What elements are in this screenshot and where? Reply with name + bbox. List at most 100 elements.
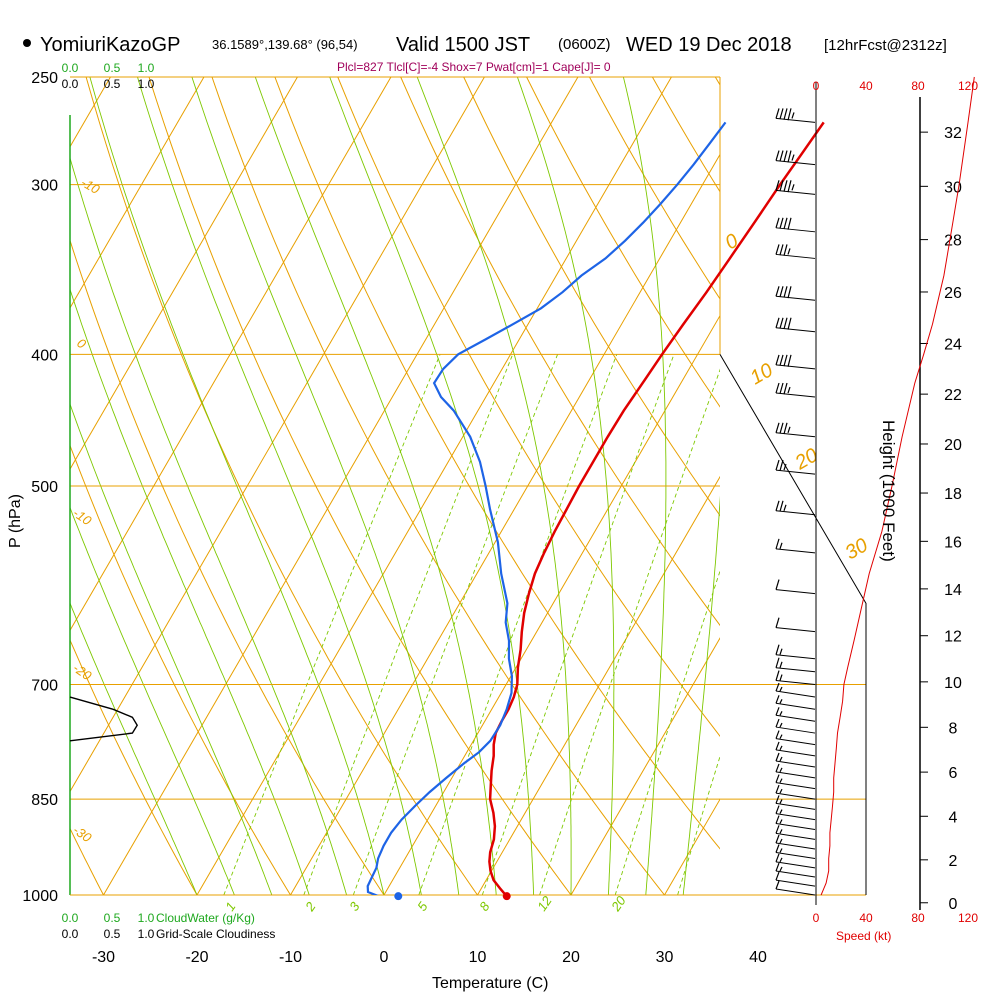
dry-adiabat-line	[266, 53, 782, 924]
wind-barb-flag	[784, 244, 787, 255]
wind-barb-staff	[776, 668, 815, 672]
wind-barb-staff	[776, 393, 815, 397]
wind-barb-flag	[784, 180, 787, 191]
wind-barb-staff	[776, 190, 815, 194]
wind-barb-half	[780, 699, 782, 703]
wind-barb-staff	[776, 880, 815, 886]
wind-barb-flag	[784, 355, 787, 366]
wind-barb-flag	[776, 501, 779, 511]
thermo-grid	[0, 53, 1000, 924]
moist-adiabat-line	[721, 77, 808, 895]
mixing-ratio-line	[353, 354, 557, 895]
pressure-tick-label: 1000	[22, 888, 58, 905]
cloud-top-green-tick: 0.0	[62, 61, 79, 75]
wind-barb-half	[780, 789, 782, 793]
wind-barb	[776, 318, 815, 332]
wind-barb-flag	[780, 501, 783, 512]
wind-barb	[776, 707, 815, 721]
mixing-ratio-label: 12	[534, 893, 555, 914]
wind-barb-flag	[780, 423, 783, 434]
dry-adiabat-label: -10	[79, 175, 103, 198]
temperature-tick-label: 30	[656, 949, 674, 966]
wind-barb-staff	[776, 824, 815, 830]
station-coords: 36.1589°,139.68° (96,54)	[212, 37, 358, 52]
wind-barb-flag	[776, 806, 779, 814]
wind-barb	[776, 108, 815, 122]
moist-adiabat-label: -10	[70, 505, 95, 529]
dry-adiabat-label: 20	[791, 444, 822, 475]
station-dot-icon	[23, 39, 31, 47]
speed-axis-label: Speed (kt)	[836, 929, 891, 943]
wind-barb	[776, 795, 815, 809]
profiles	[70, 122, 824, 900]
cloud-top-green-tick: 1.0	[138, 61, 155, 75]
wind-barb-flag	[776, 719, 779, 727]
wind-barb	[776, 423, 815, 437]
height-tick-label: 2	[949, 853, 958, 870]
wind-barb	[776, 383, 815, 397]
wind-barb-half	[780, 757, 782, 761]
pressure-tick-label: 700	[31, 678, 58, 695]
wind-barb-half	[788, 248, 790, 254]
y-axis-label: P (hPa)	[7, 494, 24, 548]
wind-barb-flag	[788, 151, 791, 163]
wind-barb-half	[784, 505, 786, 511]
height-tick-label: 24	[944, 336, 962, 353]
wind-barb	[776, 580, 815, 594]
mixing-ratio-line	[419, 354, 617, 895]
wind-barb-half	[780, 723, 782, 727]
wind-barb-flag	[776, 383, 779, 393]
wind-barb-flag	[776, 775, 779, 783]
cloudiness-label: Grid-Scale Cloudiness	[156, 927, 275, 941]
wind-barb	[776, 355, 815, 369]
temperature-tick-label: 10	[469, 949, 487, 966]
wind-barb-staff	[776, 433, 815, 437]
wind-barb-flag	[780, 218, 783, 229]
height-tick-label: 8	[949, 720, 958, 737]
wind-barb-half	[780, 675, 782, 681]
moist-adiabat-label: 0	[74, 335, 89, 352]
wind-barb-staff	[776, 814, 815, 820]
pressure-tick-label: 250	[31, 70, 58, 87]
wind-barb-half	[780, 746, 782, 750]
pressure-tick-label: 500	[31, 479, 58, 496]
wind-barb-half	[780, 810, 782, 814]
dry-adiabat-line	[204, 53, 688, 924]
dry-adiabat-line	[17, 53, 403, 924]
dry-adiabat-label: 0	[722, 230, 743, 255]
height-tick-label: 0	[949, 896, 958, 913]
temperature-tick-label: 40	[749, 949, 767, 966]
wind-barb-flag	[776, 753, 779, 761]
mixing-ratio-label: 2	[302, 899, 319, 915]
wind-barb-staff	[776, 833, 815, 839]
cloud-top-green-tick: 0.5	[104, 61, 121, 75]
wind-barb-flag	[776, 785, 779, 793]
cloud-bottom-black-tick: 0.0	[62, 927, 79, 941]
wind-barb-flag	[780, 355, 783, 366]
wind-barb	[776, 695, 815, 709]
forecast-info: [12hrFcst@2312z]	[824, 37, 947, 54]
wind-barb-flag	[780, 244, 783, 255]
wind-barb-staff	[776, 750, 815, 756]
dry-adiabat-label: 30	[842, 534, 872, 564]
wind-barb-flag	[776, 218, 779, 228]
wind-barb-staff	[776, 871, 815, 877]
wind-barb	[776, 180, 815, 194]
speed-top-tick: 80	[911, 79, 925, 93]
wind-barb-flag	[780, 108, 783, 119]
wind-barb-flag	[776, 286, 779, 296]
wind-barb-half	[788, 427, 790, 433]
height-tick-label: 18	[944, 486, 962, 503]
wind-barb-staff	[776, 590, 815, 594]
cloud-bottom-green-tick: 1.0	[138, 911, 155, 925]
height-tick-label: 32	[944, 125, 962, 142]
wind-barb-staff	[776, 470, 815, 474]
cloud-top-black-tick: 0.5	[104, 77, 121, 91]
wind-barb-flag	[776, 764, 779, 772]
temperature-tick-label: -10	[279, 949, 302, 966]
height-tick-label: 22	[944, 387, 962, 404]
wind-barb	[776, 539, 815, 553]
wind-barb-staff	[776, 703, 815, 709]
wind-barb-flag	[776, 539, 779, 549]
